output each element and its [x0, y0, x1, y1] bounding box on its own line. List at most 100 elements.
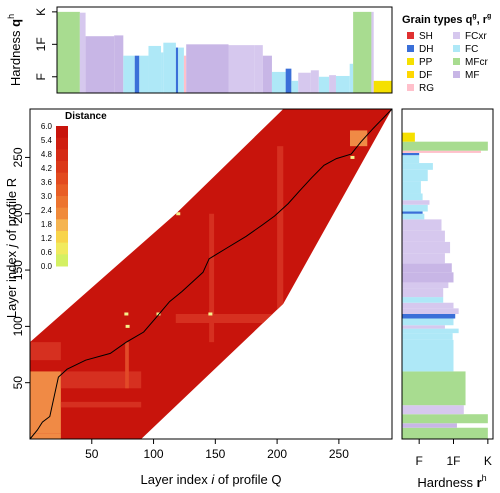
legend-swatch	[453, 71, 460, 78]
legend-label: MF	[465, 70, 479, 81]
colorbar-tick-label: 4.2	[41, 164, 53, 173]
top-profile-layer	[57, 11, 80, 93]
right-profile-layer	[402, 288, 444, 298]
right-profile-layer	[402, 405, 464, 415]
heatmap-xticks: 50 100 150 200 250	[85, 439, 349, 461]
heatmap-block	[30, 342, 61, 361]
heatmap-block	[349, 130, 368, 147]
colorbar-ticks: 6.0 5.4 4.8 4.2 3.6 3.0 2.4 1.8 1.2 0.6 0.0	[41, 122, 53, 271]
colorbar-tick-label: 1.2	[41, 234, 53, 243]
top-profile-layer	[262, 55, 272, 93]
top-profile-layer	[161, 52, 164, 93]
right-profile-layer	[402, 328, 459, 334]
right-profile-layer	[402, 193, 423, 201]
legend-label: RG	[419, 83, 434, 94]
x-tick-label: 150	[205, 447, 225, 461]
right-profile-layer	[402, 152, 420, 156]
heatmap-area	[29, 108, 393, 440]
x-tick-label: 250	[329, 447, 349, 461]
heatmap-yticks: 50 100 150 200 250	[11, 147, 30, 389]
colorbar-tick-label: 2.4	[41, 206, 53, 215]
heatmap-block	[125, 342, 129, 389]
legend-swatch	[407, 45, 414, 52]
colorbar-segment	[56, 207, 68, 220]
right-x-tick-label: K	[484, 454, 492, 468]
heatmap-block	[175, 313, 284, 323]
top-profile-layer	[114, 35, 124, 93]
legend-label: FCxr	[465, 31, 487, 42]
legend-label: FC	[465, 44, 478, 55]
top-y-tick-label: K	[34, 8, 48, 16]
top-profile-layer	[123, 55, 135, 93]
right-profile-xlabel: Hardness rh	[417, 473, 486, 490]
legend-label: DF	[419, 70, 432, 81]
legend-swatch	[453, 45, 460, 52]
legend-swatch	[407, 71, 414, 78]
top-y-tick-label: F	[34, 73, 48, 80]
right-profile-layer	[402, 272, 454, 283]
colorbar-tick-label: 6.0	[41, 122, 53, 131]
top-profile-layer	[373, 80, 392, 93]
top-profile-layer	[85, 36, 115, 93]
colorbar-segment	[56, 254, 68, 267]
colorbar-segments	[56, 126, 68, 267]
colorbar-segment	[56, 137, 68, 150]
top-profile-layer	[285, 68, 292, 93]
colorbar-tick-label: 0.6	[41, 248, 53, 257]
right-profile-layer	[402, 150, 481, 153]
top-y-tick-label: 1F	[34, 37, 48, 51]
distance-colorbar: Distance 6.0 5.4 4.8 4.2 3.6 3.0 2.4 1.8 1.2 0.6 0…	[41, 111, 107, 271]
heatmap-low-distance-cell	[208, 312, 213, 316]
right-profile-layer	[402, 230, 445, 242]
top-profile-layer	[79, 12, 86, 93]
colorbar-tick-label: 0.0	[41, 262, 53, 271]
right-profile-layer	[402, 213, 425, 220]
top-profile-layer	[254, 45, 263, 93]
legend-label: MFcr	[465, 57, 488, 68]
legend-swatch	[407, 84, 414, 91]
right-profile-layer	[402, 181, 421, 194]
right-profile-layer	[402, 427, 488, 439]
legend-swatch	[407, 58, 414, 65]
right-profile-layer	[402, 414, 488, 424]
colorbar-segment	[56, 172, 68, 185]
top-profile-layer	[335, 75, 350, 93]
top-profile-ylabel: Hardness qh	[6, 14, 23, 86]
legend-swatch	[453, 32, 460, 39]
heatmap-block	[209, 213, 215, 343]
top-profile-layer	[178, 47, 184, 93]
right-x-tick-label: F	[415, 454, 422, 468]
right-profile-panel: F 1F K Hardness rh	[401, 108, 494, 490]
right-profile-layer	[402, 132, 415, 142]
heatmap-ylabel: Layer index j of profile R	[4, 178, 19, 318]
colorbar-segment	[56, 184, 68, 197]
top-profile-bars	[57, 11, 392, 93]
heatmap-block	[60, 371, 142, 389]
right-profile-bars	[402, 132, 488, 439]
right-profile-layer	[402, 241, 451, 254]
legend-swatch	[453, 58, 460, 65]
legend-items: SH FCxr DH FC PP MFcr DF MF RG	[407, 31, 488, 94]
right-profile-frame	[401, 108, 494, 440]
right-x-tick-label: 1F	[447, 454, 461, 468]
colorbar-segment	[56, 219, 68, 232]
right-profile-layer	[402, 204, 428, 212]
right-profile-layer	[402, 313, 456, 319]
heatmap-low-distance-cell	[350, 155, 355, 159]
heatmap-block	[30, 371, 61, 434]
top-profile-layer	[353, 11, 372, 93]
colorbar-segment	[56, 126, 68, 139]
colorbar-tick-label: 4.8	[41, 150, 53, 159]
legend-title: Grain types qg, rg	[402, 13, 491, 26]
top-profile-layer	[298, 72, 311, 93]
right-profile-layer	[402, 297, 444, 303]
colorbar-tick-label: 3.6	[41, 178, 53, 187]
legend-swatch	[407, 32, 414, 39]
right-profile-layer	[402, 219, 442, 231]
top-profile-layer	[134, 55, 140, 93]
top-profile-layer	[371, 11, 374, 93]
top-profile-layer	[183, 55, 187, 93]
top-profile-layer	[228, 45, 255, 93]
top-profile-panel: F 1F K Hardness qh	[6, 6, 393, 94]
